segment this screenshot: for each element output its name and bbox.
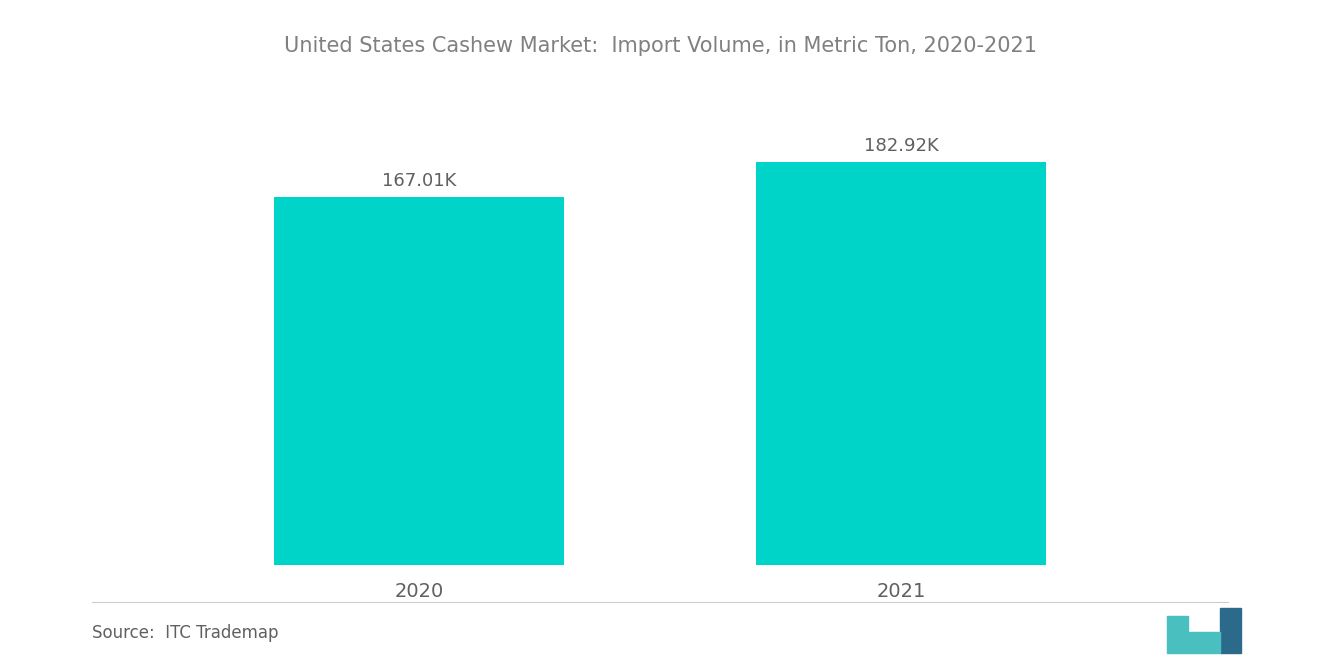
Title: United States Cashew Market:  Import Volume, in Metric Ton, 2020-2021: United States Cashew Market: Import Volu…: [284, 36, 1036, 56]
Polygon shape: [1188, 632, 1220, 653]
Polygon shape: [1220, 608, 1241, 653]
Bar: [275, 197, 564, 565]
Bar: [756, 162, 1045, 565]
Text: 182.92K: 182.92K: [863, 137, 939, 155]
Polygon shape: [1167, 616, 1188, 653]
Text: 167.01K: 167.01K: [381, 172, 457, 190]
Text: Source:  ITC Trademap: Source: ITC Trademap: [92, 624, 279, 642]
